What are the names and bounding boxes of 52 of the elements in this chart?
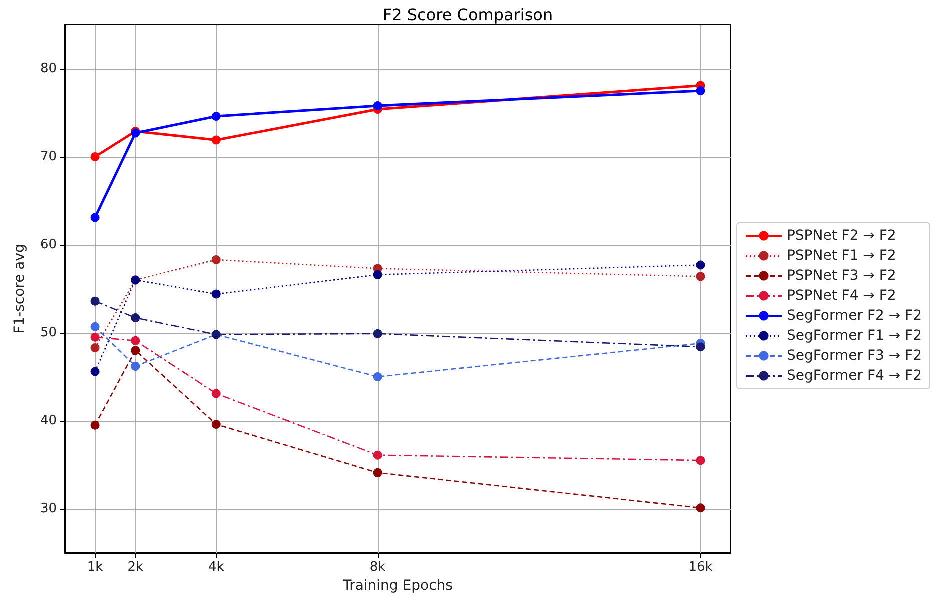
point: [212, 255, 221, 264]
y-tick-label: 60: [40, 238, 57, 252]
point: [90, 322, 100, 332]
y-tick-label: 30: [40, 502, 57, 516]
x-tick-label: 16k: [688, 560, 714, 575]
point: [212, 389, 221, 398]
y-tick-label: 70: [40, 150, 57, 164]
point: [131, 362, 140, 371]
point: [131, 346, 140, 356]
y-tick-label: 40: [40, 414, 57, 428]
y-axis-title: F1-score avg: [12, 244, 28, 334]
legend-label: SegFormer F2 → F2: [786, 308, 922, 324]
point: [373, 450, 382, 460]
point: [90, 343, 100, 352]
point: [373, 372, 382, 382]
y-tick-label: 50: [40, 326, 57, 340]
point: [212, 420, 221, 430]
point: [90, 152, 100, 162]
point: [212, 112, 221, 122]
legend-label: SegFormer F1 → F2: [786, 328, 922, 344]
point: [696, 260, 706, 270]
x-tick-label: 2k: [128, 560, 144, 575]
legend-label: PSPNet F1 → F2: [786, 248, 896, 264]
legend-label: PSPNet F4 → F2: [786, 288, 896, 304]
point: [90, 213, 100, 222]
point: [373, 468, 382, 478]
chart-title: F2 Score Comparison: [382, 6, 554, 24]
point: [131, 314, 140, 323]
legend-label: PSPNet F3 → F2: [786, 268, 896, 284]
legend-label: SegFormer F4 → F2: [786, 368, 922, 384]
y-tick-label: 80: [40, 62, 57, 76]
point: [696, 504, 706, 513]
point: [212, 136, 221, 145]
x-tick-label: 4k: [208, 560, 225, 575]
x-tick-label: 8k: [370, 560, 386, 575]
legend-label: SegFormer F3 → F2: [786, 348, 922, 364]
point: [696, 342, 706, 352]
point: [212, 290, 221, 299]
point: [131, 336, 140, 346]
point: [373, 270, 382, 280]
point: [90, 367, 100, 376]
point: [373, 329, 382, 338]
point: [696, 272, 706, 282]
point: [90, 296, 100, 306]
point: [90, 332, 100, 342]
legend-label: PSPNet F2 → F2: [786, 228, 896, 244]
point: [696, 86, 706, 96]
x-tick-label: 1k: [87, 560, 104, 575]
point: [696, 456, 706, 466]
point: [373, 101, 382, 110]
x-axis-title: Training Epochs: [342, 578, 453, 594]
point: [90, 420, 100, 430]
